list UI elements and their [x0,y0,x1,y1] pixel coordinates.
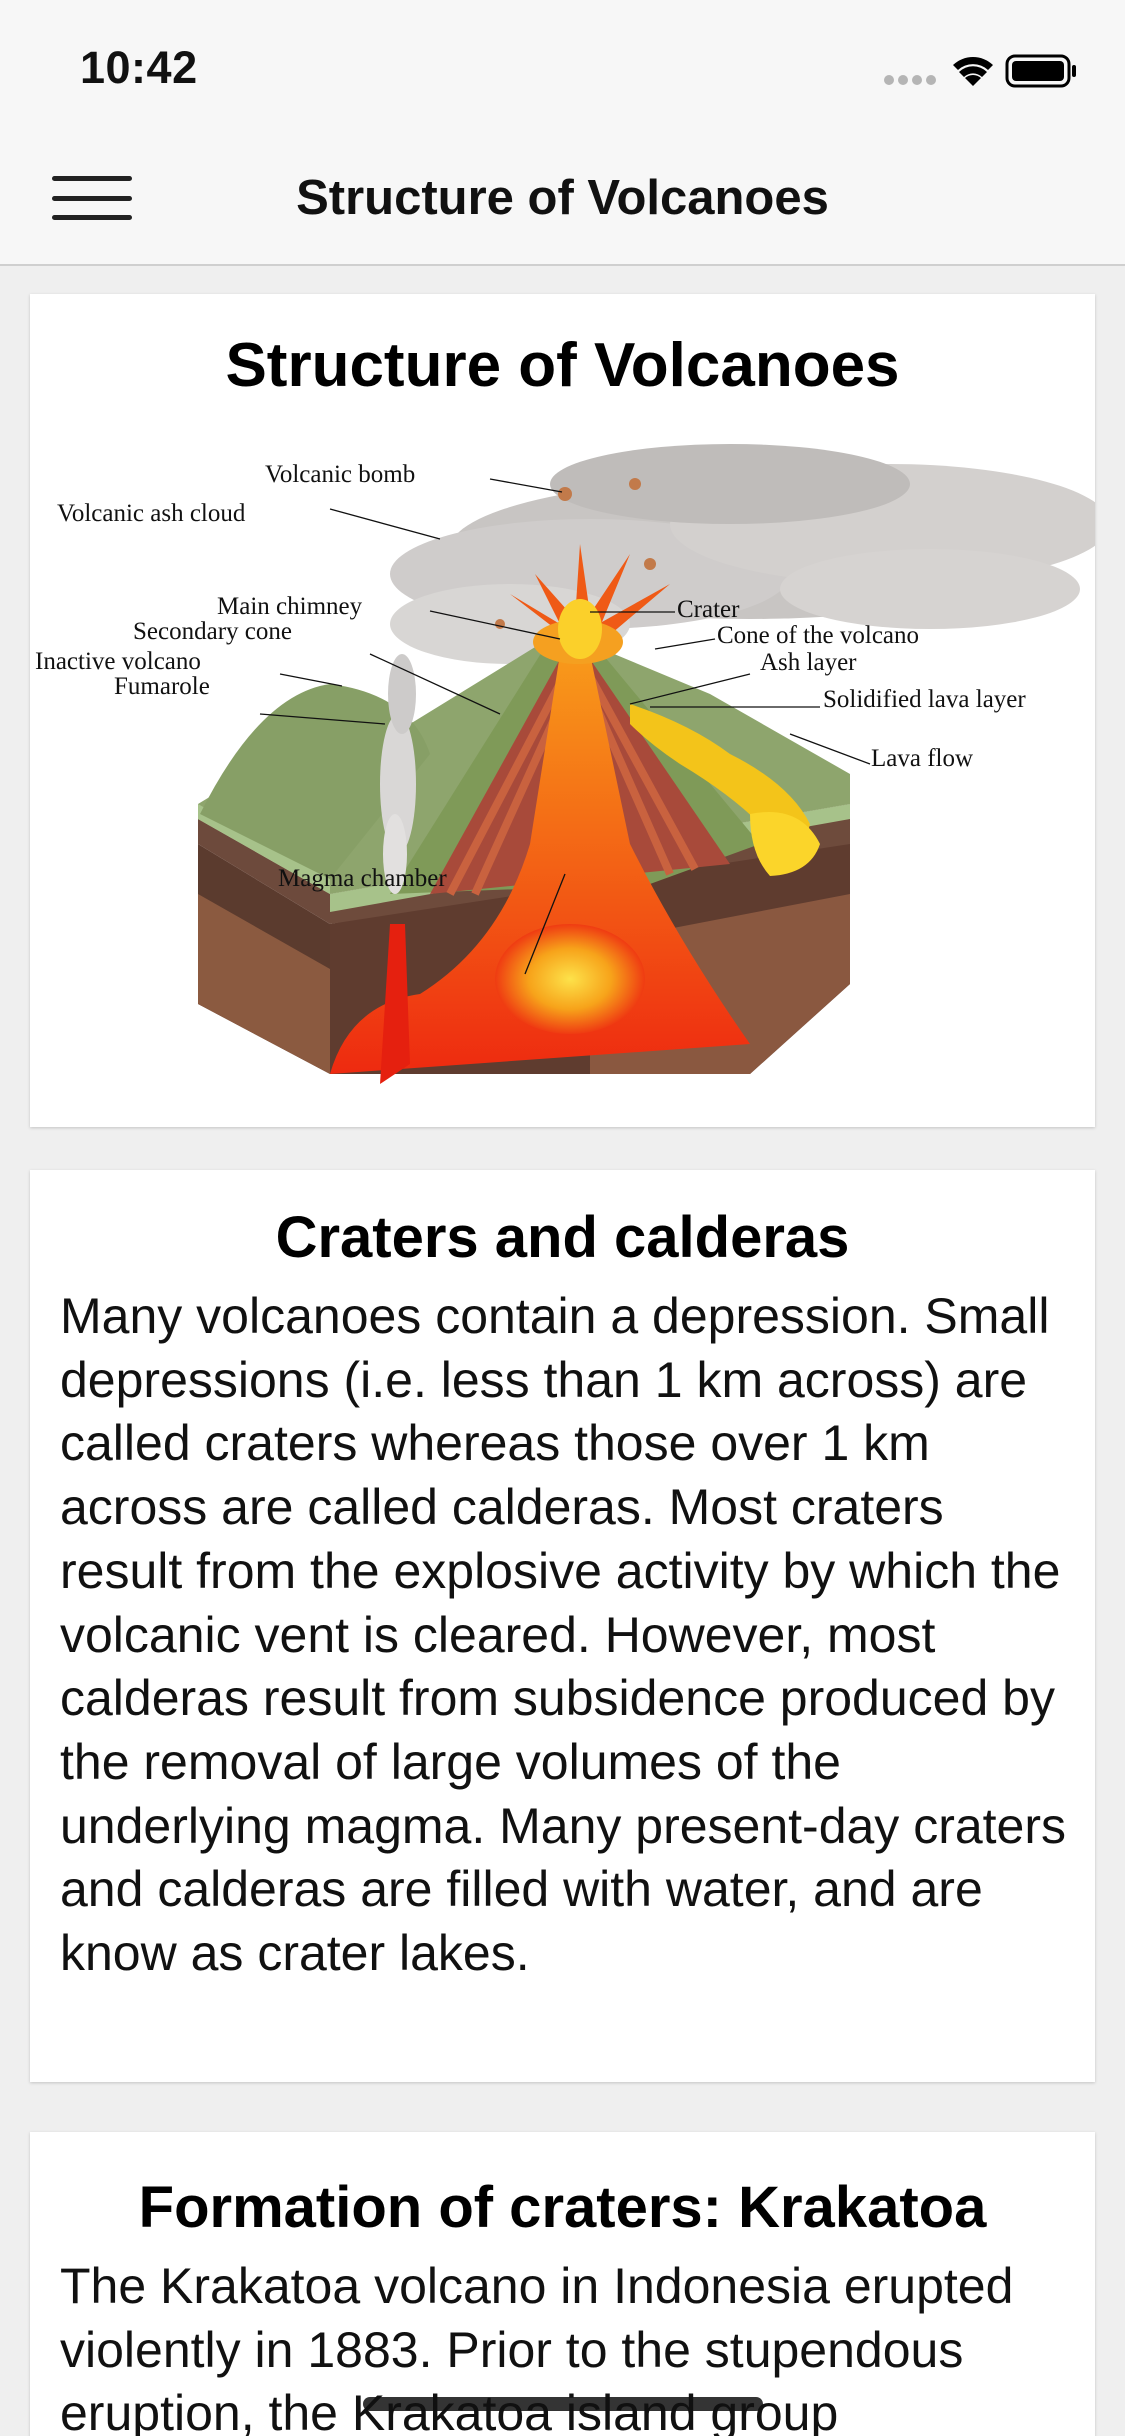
label-cone-of-the-volcano: Cone of the volcano [717,622,919,649]
nav-title: Structure of Volcanoes [296,171,829,225]
card-body-text: Many volcanoes contain a depression. Sma… [60,1288,1067,1982]
hamburger-menu-icon[interactable] [52,170,132,226]
card-title: Formation of craters: Krakatoa [138,2175,987,2240]
battery-icon [1005,54,1076,88]
card-title: Craters and calderas [275,1205,850,1270]
label-main-chimney: Main chimney [217,593,363,620]
status-time: 10:42 [80,42,198,93]
card-title: Structure of Volcanoes [225,331,900,400]
card-body-text: The Krakatoa volcano in Indonesia erupte… [60,2258,1014,2436]
label-magma-chamber: Magma chamber [278,865,447,892]
cellular-signal-icon [884,75,936,85]
status-icons [884,54,1076,88]
krakatoa-card: Formation of craters: Krakatoa The Kraka… [30,2132,1095,2436]
label-inactive-volcano: Inactive volcano [35,648,201,675]
leader-lines [259,478,871,975]
structure-diagram-card: Structure of Volcanoes [30,294,1095,1127]
craters-calderas-card: Craters and calderas Many volcanoes cont… [30,1170,1095,2082]
magma-system [330,654,750,1084]
status-bar: 10:42 [0,0,1125,132]
eruption-burst [495,478,670,664]
home-indicator[interactable] [363,2397,763,2411]
label-secondary-cone: Secondary cone [133,618,292,645]
label-volcanic-ash-cloud: Volcanic ash cloud [57,500,246,527]
label-solidified-lava-layer: Solidified lava layer [823,686,1026,713]
lava-flow [630,704,820,876]
navigation-bar: Structure of Volcanoes [0,132,1125,266]
label-ash-layer: Ash layer [760,649,857,676]
volcano-structure-diagram: Volcanic bomb Volcanic ash cloud Main ch… [35,444,1095,1084]
label-volcanic-bomb: Volcanic bomb [265,461,415,488]
fumarole-smoke [380,654,416,894]
label-lava-flow: Lava flow [871,745,973,772]
wifi-icon [953,57,993,86]
ash-cloud [390,444,1095,664]
label-crater: Crater [677,596,740,623]
label-fumarole: Fumarole [114,673,210,700]
